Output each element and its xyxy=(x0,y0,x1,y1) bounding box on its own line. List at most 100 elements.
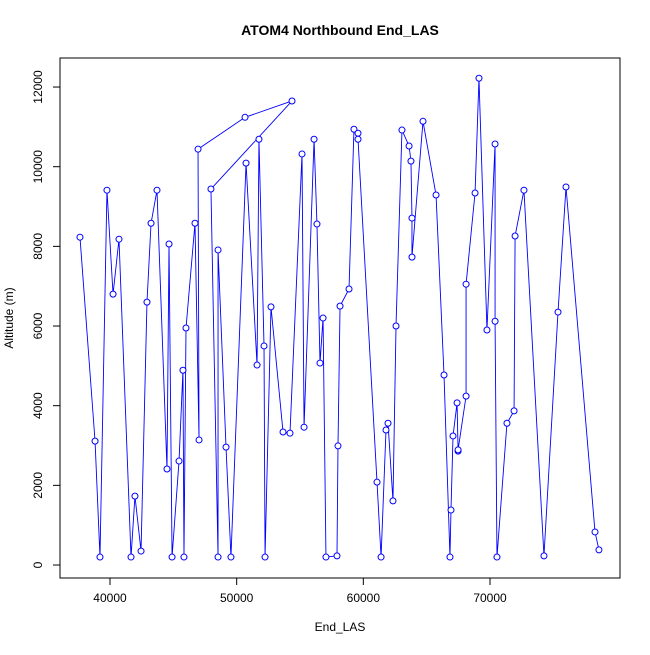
point xyxy=(336,302,344,310)
y-tick-label: 0 xyxy=(31,561,45,568)
point xyxy=(389,497,397,505)
point xyxy=(483,326,491,334)
point xyxy=(76,233,84,241)
y-tick-label: 8000 xyxy=(31,233,45,260)
point xyxy=(377,553,385,561)
point xyxy=(222,443,230,451)
point xyxy=(253,361,261,369)
point xyxy=(491,317,499,325)
point xyxy=(562,183,570,191)
point xyxy=(194,145,202,153)
point xyxy=(288,97,296,105)
point xyxy=(242,159,250,167)
point xyxy=(454,446,462,454)
y-tick-label: 4000 xyxy=(31,392,45,419)
point xyxy=(334,442,342,450)
point xyxy=(103,186,111,194)
point xyxy=(440,371,448,379)
point xyxy=(491,140,499,148)
point xyxy=(214,246,222,254)
x-tick-label: 70000 xyxy=(473,591,507,605)
point xyxy=(493,553,501,561)
point xyxy=(471,189,479,197)
y-tick-label: 10000 xyxy=(31,150,45,184)
point xyxy=(408,214,416,222)
point xyxy=(345,285,353,293)
point xyxy=(540,552,548,560)
point xyxy=(595,546,603,554)
point xyxy=(298,150,306,158)
point xyxy=(279,428,287,436)
point xyxy=(182,324,190,332)
point xyxy=(175,457,183,465)
point xyxy=(207,185,215,193)
point xyxy=(407,157,415,165)
point xyxy=(147,219,155,227)
x-axis-label: End_LAS xyxy=(315,620,366,634)
point xyxy=(255,135,263,143)
point xyxy=(432,191,440,199)
x-tick-label: 50000 xyxy=(220,591,254,605)
point xyxy=(322,553,330,561)
point xyxy=(260,342,268,350)
point xyxy=(191,219,199,227)
point xyxy=(214,553,222,561)
point xyxy=(520,186,528,194)
point xyxy=(398,126,406,134)
point xyxy=(168,553,176,561)
chart-title: ATOM4 Northbound End_LAS xyxy=(241,22,439,38)
point xyxy=(179,366,187,374)
x-tick-label: 40000 xyxy=(93,591,127,605)
plot-box xyxy=(59,57,621,579)
point xyxy=(180,553,188,561)
point xyxy=(350,125,358,133)
point xyxy=(241,113,249,121)
point xyxy=(131,492,139,500)
point xyxy=(462,392,470,400)
point xyxy=(313,220,321,228)
point xyxy=(319,314,327,322)
point xyxy=(382,426,390,434)
point xyxy=(195,436,203,444)
x-tick-label: 60000 xyxy=(347,591,381,605)
point xyxy=(554,308,562,316)
point xyxy=(384,419,392,427)
point xyxy=(127,553,135,561)
point xyxy=(511,232,519,240)
point xyxy=(227,553,235,561)
point xyxy=(261,553,269,561)
point xyxy=(153,186,161,194)
point xyxy=(446,553,454,561)
point xyxy=(354,135,362,143)
y-tick-label: 12000 xyxy=(31,70,45,104)
point xyxy=(419,117,427,125)
point xyxy=(475,74,483,82)
point xyxy=(405,142,413,150)
point xyxy=(300,423,308,431)
point xyxy=(408,253,416,261)
point xyxy=(115,235,123,243)
point xyxy=(137,547,145,555)
point xyxy=(591,528,599,536)
point xyxy=(354,129,362,137)
point xyxy=(449,432,457,440)
point xyxy=(96,553,104,561)
series-line xyxy=(79,78,600,558)
point xyxy=(165,240,173,248)
point xyxy=(143,298,151,306)
y-tick-label: 6000 xyxy=(31,312,45,339)
y-tick-label: 2000 xyxy=(31,472,45,499)
point xyxy=(447,506,455,514)
point xyxy=(503,419,511,427)
point xyxy=(163,465,171,473)
point xyxy=(286,429,294,437)
point xyxy=(91,437,99,445)
point xyxy=(333,552,341,560)
point xyxy=(392,322,400,330)
point xyxy=(373,478,381,486)
y-axis-label: Altitude (m) xyxy=(2,287,16,348)
point xyxy=(462,280,470,288)
point xyxy=(316,359,324,367)
point xyxy=(310,135,318,143)
